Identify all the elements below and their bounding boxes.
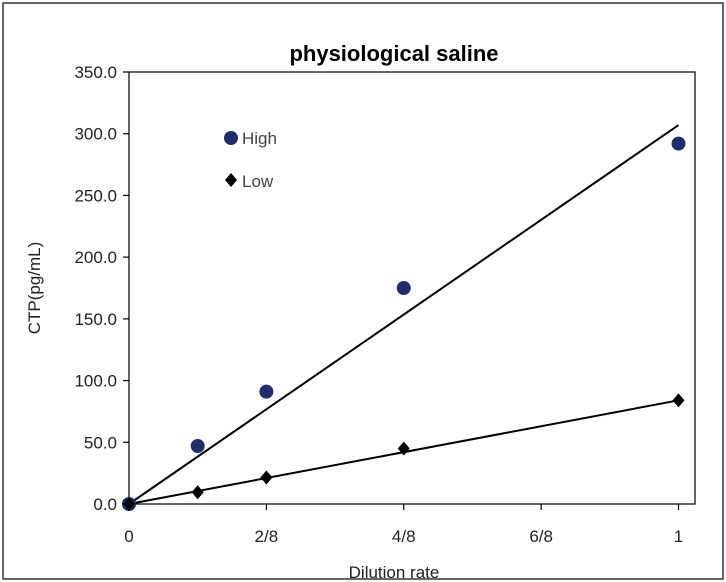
chart-title: physiological saline [289,41,498,66]
point-low [672,393,685,408]
x-tick-label: 0 [124,527,133,546]
x-axis-ticks: 0 2/8 4/8 6/8 1 [124,504,683,546]
y-tick-label: 200.0 [74,248,117,267]
plot-area [128,71,696,505]
y-tick-label: 300.0 [74,125,117,144]
point-low [191,485,204,500]
point-high [396,281,411,295]
point-low [123,497,135,511]
y-tick-label: 250.0 [74,186,117,205]
point-high [259,384,274,399]
data-markers [122,136,686,511]
x-axis-label: Dilution rate [349,563,440,582]
point-high [671,136,686,151]
legend-marker-low [225,173,237,187]
y-axis-ticks: 0.0 50.0 100.0 150.0 200.0 250.0 300.0 350.0 [74,63,129,514]
y-tick-label: 50.0 [84,433,117,452]
point-low [260,470,273,485]
y-tick-label: 150.0 [74,310,117,329]
y-tick-label: 0.0 [93,495,117,514]
point-high [190,438,205,453]
y-tick-label: 350.0 [74,63,117,82]
legend-label-high: High [242,129,277,148]
legend: High Low [224,129,277,191]
legend-label-low: Low [242,172,274,191]
x-tick-label: 6/8 [529,527,553,546]
y-axis-label: CTP(pg/mL) [25,242,44,335]
x-tick-label: 1 [674,527,683,546]
y-tick-label: 100.0 [74,372,117,391]
point-low [397,441,410,456]
legend-marker-high [224,131,238,145]
trendline-high [128,124,680,505]
x-tick-label: 4/8 [392,527,416,546]
x-tick-label: 2/8 [255,527,279,546]
